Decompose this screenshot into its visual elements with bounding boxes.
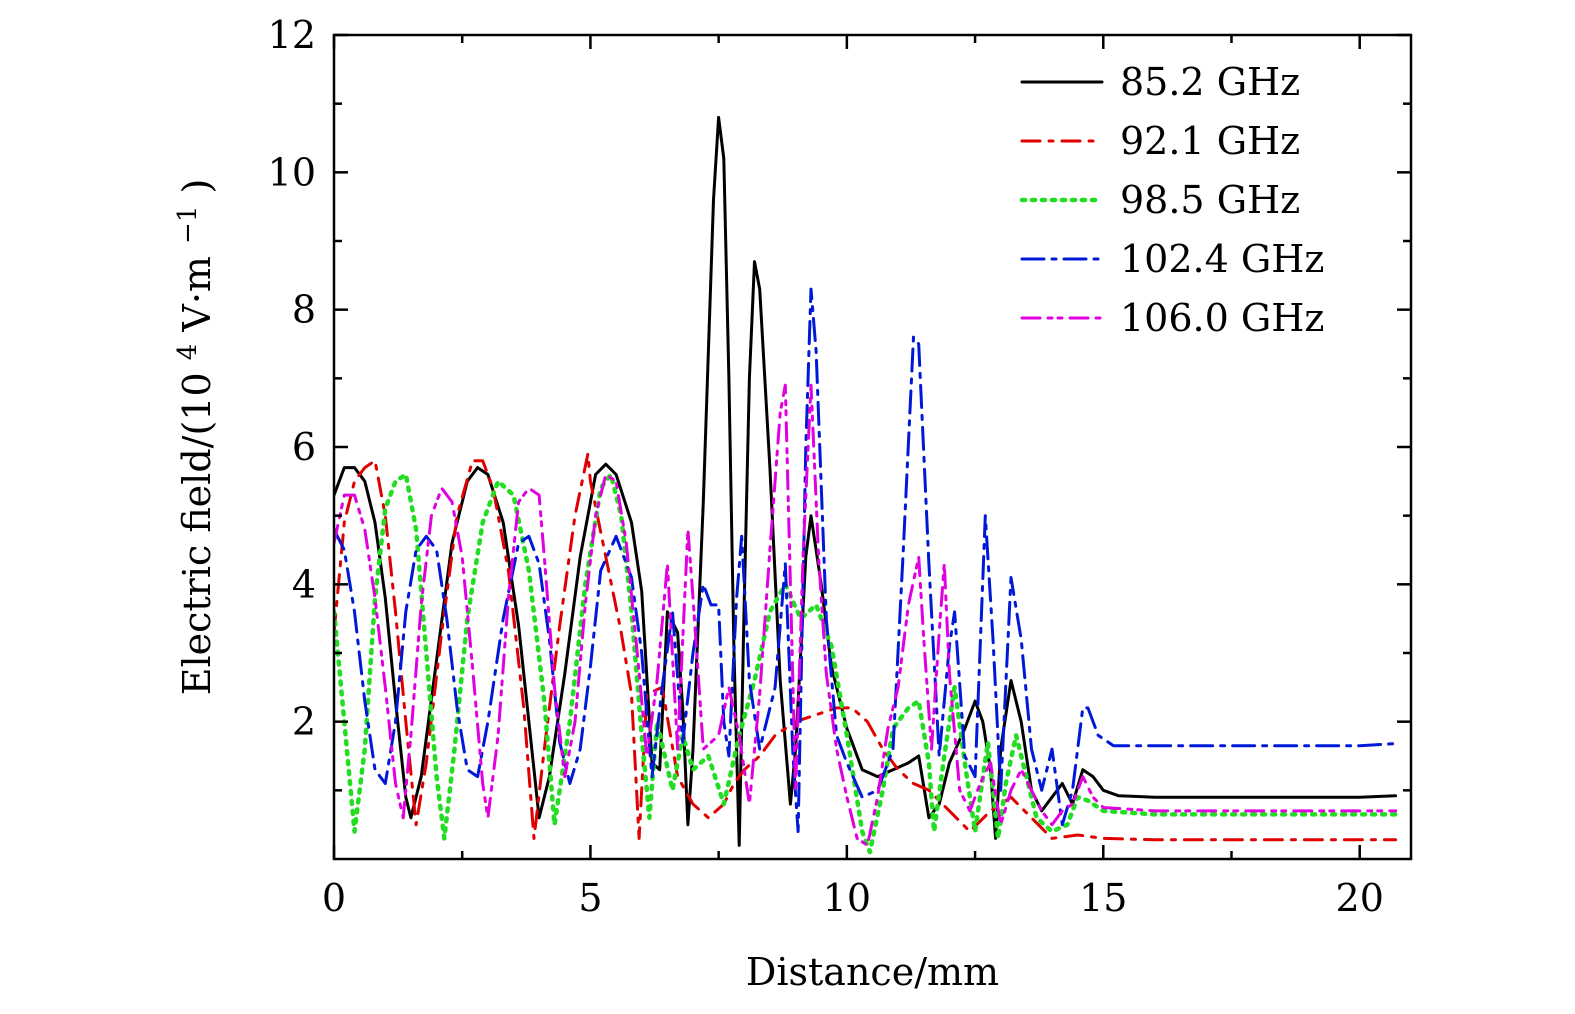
y-tick-label: 2 [292, 700, 316, 744]
y-axis-title-suffix: ) [175, 179, 219, 194]
y-tick-label: 6 [292, 425, 316, 469]
y-tick-label: 12 [268, 13, 316, 57]
series-line-5 [334, 383, 1398, 847]
series-line-1 [334, 115, 1398, 847]
x-tick-label: 0 [322, 876, 346, 920]
series-line-4 [334, 287, 1398, 833]
y-axis-title: Electric field/(10 4 V·m −1 ) [161, 179, 219, 696]
x-axis-title: Distance/mm [746, 950, 999, 994]
ticks-layer [332, 33, 1411, 859]
legend-label-3: 98.5 GHz [1120, 178, 1300, 222]
x-tick-label: 20 [1336, 876, 1384, 920]
tick-labels-layer: 0 5 10 15 20 2 4 6 8 10 12 [268, 13, 1384, 920]
y-axis-title-prefix: Electric field/(10 [175, 372, 219, 695]
legend-label-5: 106.0 GHz [1120, 296, 1324, 340]
x-tick-label: 5 [578, 876, 602, 920]
y-tick-label: 8 [292, 288, 316, 332]
y-axis-title-unit: V·m [175, 256, 219, 333]
x-tick-label: 15 [1079, 876, 1127, 920]
series-line-3 [334, 472, 1398, 855]
legend-label-1: 85.2 GHz [1120, 60, 1300, 104]
series-line-2 [334, 452, 1398, 842]
legend-label-4: 102.4 GHz [1120, 237, 1324, 281]
legend-label-2: 92.1 GHz [1120, 119, 1300, 163]
y-axis-title-exponent: 4 [173, 344, 203, 361]
legend: 85.2 GHz 92.1 GHz 98.5 GHz 102.4 GHz 106.0 G… [1019, 60, 1324, 340]
x-tick-label: 10 [823, 876, 871, 920]
y-axis-title-unit-exponent: −1 [173, 206, 203, 244]
y-tick-label: 4 [292, 562, 316, 606]
series-layer [334, 115, 1398, 855]
y-tick-label: 10 [268, 150, 316, 194]
